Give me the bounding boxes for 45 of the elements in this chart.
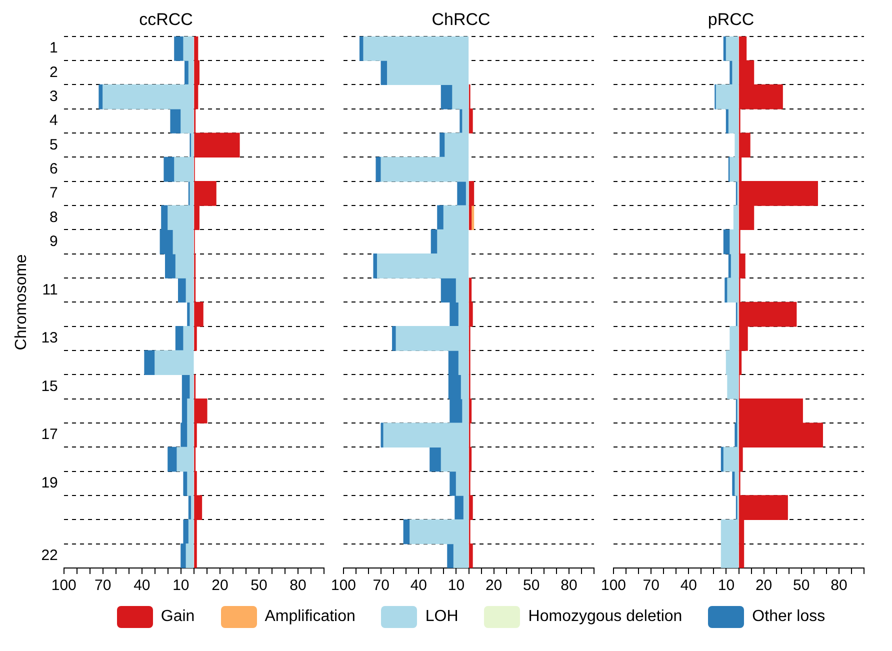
chart-title: ccRCC xyxy=(139,10,193,29)
legend-label: LOH xyxy=(425,608,458,626)
y-tick-label: 22 xyxy=(41,547,58,564)
y-tick-label: 19 xyxy=(41,474,58,492)
y-tick-label: 4 xyxy=(50,112,58,130)
y-tick-label: 13 xyxy=(41,330,58,347)
x-tick-label: 10 xyxy=(718,577,735,594)
y-tick-label: 1 xyxy=(50,40,58,57)
y-axis-title: Chromosome xyxy=(13,254,30,350)
y-tick-label: 5 xyxy=(50,136,58,154)
x-tick-label: 50 xyxy=(250,577,268,594)
x-tick-label: 100 xyxy=(601,577,626,594)
x-tick-label: 20 xyxy=(485,577,502,594)
y-tick-label: 2 xyxy=(50,64,58,81)
x-tick-label: 100 xyxy=(51,577,76,594)
y-tick-label: 9 xyxy=(50,232,58,250)
y-tick-label: 7 xyxy=(50,184,58,202)
x-tick-label: 100 xyxy=(331,577,356,594)
chart-title: pRCC xyxy=(708,10,754,29)
x-tick-label: 40 xyxy=(680,577,698,594)
y-tick-label: 17 xyxy=(41,426,58,444)
x-tick-label: 80 xyxy=(830,577,848,594)
x-tick-label: 10 xyxy=(448,577,465,594)
x-tick-label: 70 xyxy=(94,577,112,594)
y-tick-label: 11 xyxy=(42,281,58,298)
legend-label: Amplification xyxy=(264,608,356,626)
x-tick-label: 50 xyxy=(523,577,540,594)
x-tick-label: 70 xyxy=(642,577,660,594)
x-tick-label: 10 xyxy=(172,577,190,594)
y-tick-label: 3 xyxy=(50,88,58,105)
x-tick-label: 40 xyxy=(410,577,428,594)
legend-label: Homozygous deletion xyxy=(528,608,682,626)
x-tick-label: 50 xyxy=(793,577,810,594)
x-tick-label: 80 xyxy=(290,577,306,594)
y-tick-label: 6 xyxy=(50,160,58,178)
y-tick-label: 8 xyxy=(50,208,58,226)
chart-title: ChRCC xyxy=(432,10,490,29)
x-tick-label: 80 xyxy=(560,577,578,594)
x-tick-label: 20 xyxy=(755,577,772,594)
x-tick-label: 20 xyxy=(212,577,228,594)
legend-label: Other loss xyxy=(752,608,826,626)
x-tick-label: 40 xyxy=(134,577,150,594)
x-tick-label: 70 xyxy=(372,577,390,594)
y-tick-label: 15 xyxy=(41,378,58,395)
legend-label: Gain xyxy=(160,608,195,626)
